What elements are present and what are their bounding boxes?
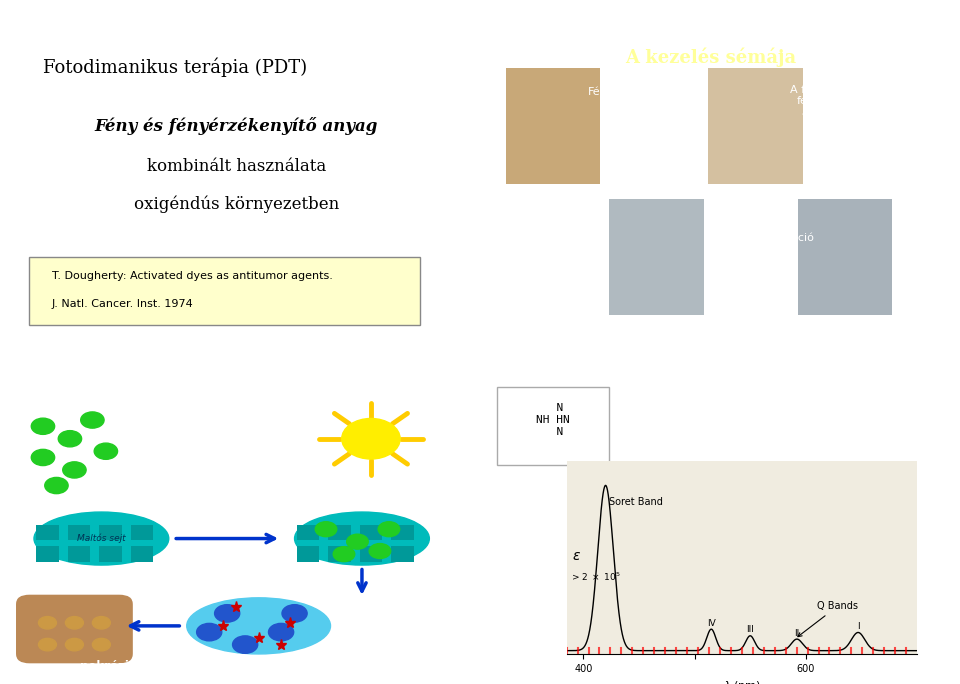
Text: oxigéndús környezetben: oxigéndús környezetben <box>133 195 339 213</box>
Circle shape <box>333 547 355 562</box>
Circle shape <box>370 544 391 559</box>
FancyBboxPatch shape <box>360 547 382 562</box>
FancyBboxPatch shape <box>68 525 90 540</box>
Text: kombinált használata: kombinált használata <box>147 158 325 175</box>
FancyBboxPatch shape <box>36 525 59 540</box>
Circle shape <box>215 605 240 622</box>
Text: szöveti: szöveti <box>139 644 180 657</box>
Text: Soret Band: Soret Band <box>609 497 662 508</box>
Text: IV: IV <box>707 619 715 628</box>
Text: szabad gyökök
és
szingulette oxigén
keletlezése: szabad gyökök és szingulette oxigén kele… <box>425 560 520 605</box>
Text: nekrózis vagy apoptózis: nekrózis vagy apoptózis <box>80 659 240 672</box>
Text: Besugárzás: Besugárzás <box>516 226 581 237</box>
FancyBboxPatch shape <box>99 525 122 540</box>
FancyBboxPatch shape <box>36 547 59 562</box>
Circle shape <box>65 616 84 629</box>
Text: fényérzékenyítő: fényérzékenyítő <box>40 498 135 511</box>
FancyBboxPatch shape <box>798 199 893 315</box>
Text: A fényérzékenyítő
felhalmozódása
a daganatban: A fényérzékenyítő felhalmozódása a dagan… <box>790 83 891 118</box>
FancyBboxPatch shape <box>16 594 132 663</box>
Text: Fényérzékenyítő
alkalmazása: Fényérzékenyítő alkalmazása <box>588 86 680 109</box>
Text: III: III <box>746 625 755 635</box>
Circle shape <box>282 605 307 622</box>
Ellipse shape <box>34 512 169 565</box>
Ellipse shape <box>187 598 330 654</box>
Circle shape <box>378 522 399 537</box>
FancyBboxPatch shape <box>297 525 320 540</box>
Text: II: II <box>794 629 800 637</box>
Text: $> 2\ \times\ 10^{5}$: $> 2\ \times\ 10^{5}$ <box>570 571 621 583</box>
FancyBboxPatch shape <box>328 547 350 562</box>
Text: Szelektív
tumordestrukció: Szelektív tumordestrukció <box>723 221 815 243</box>
Text: aktiválása
fénnyel: aktiválása fénnyel <box>296 486 356 514</box>
Circle shape <box>45 477 68 494</box>
FancyBboxPatch shape <box>297 547 320 562</box>
FancyBboxPatch shape <box>708 68 803 183</box>
Text: Fény és fényérzékenyítő anyag: Fény és fényérzékenyítő anyag <box>94 117 378 135</box>
Text: I: I <box>856 622 859 631</box>
FancyBboxPatch shape <box>68 547 90 562</box>
FancyBboxPatch shape <box>131 525 153 540</box>
Text: A PDT hatásmechanizmusa (2): A PDT hatásmechanizmusa (2) <box>118 380 354 394</box>
FancyBboxPatch shape <box>610 199 704 315</box>
FancyBboxPatch shape <box>391 547 414 562</box>
X-axis label: $\lambda$ (nm): $\lambda$ (nm) <box>723 679 761 684</box>
Text: $\varepsilon$: $\varepsilon$ <box>572 549 581 563</box>
Text: N
NH HN
  N: N NH HN N <box>537 404 570 436</box>
FancyBboxPatch shape <box>360 525 382 540</box>
Text: Porfirinek tipikus abszorpciós
spektruma: Porfirinek tipikus abszorpciós spektruma <box>739 386 960 417</box>
Text: Q Bands: Q Bands <box>798 601 858 637</box>
FancyBboxPatch shape <box>391 525 414 540</box>
Circle shape <box>81 412 104 428</box>
Circle shape <box>32 449 55 466</box>
Circle shape <box>62 462 86 478</box>
FancyBboxPatch shape <box>99 547 122 562</box>
Circle shape <box>347 534 369 549</box>
Text: fényérzékenyítő
bejutása a sejtekbe: fényérzékenyítő bejutása a sejtekbe <box>181 570 291 593</box>
FancyBboxPatch shape <box>131 547 153 562</box>
FancyBboxPatch shape <box>506 68 600 183</box>
Text: J. Natl. Cancer. Inst. 1974: J. Natl. Cancer. Inst. 1974 <box>52 299 194 308</box>
Circle shape <box>38 638 57 651</box>
Ellipse shape <box>295 512 429 565</box>
Circle shape <box>92 616 110 629</box>
Text: Maltós sejt: Maltós sejt <box>77 534 126 543</box>
Text: Fotodimanikus terápia (PDT): Fotodimanikus terápia (PDT) <box>43 57 307 77</box>
Circle shape <box>269 623 294 641</box>
Circle shape <box>315 522 337 537</box>
Text: T. Dougherty: Activated dyes as antitumor agents.: T. Dougherty: Activated dyes as antitumo… <box>52 270 333 280</box>
Circle shape <box>38 616 57 629</box>
FancyBboxPatch shape <box>328 525 350 540</box>
Circle shape <box>197 623 222 641</box>
Circle shape <box>94 443 117 460</box>
Circle shape <box>342 419 400 459</box>
FancyBboxPatch shape <box>30 256 420 326</box>
Text: A kezelés sémája: A kezelés sémája <box>625 48 796 67</box>
Circle shape <box>65 638 84 651</box>
Circle shape <box>32 418 55 434</box>
Circle shape <box>59 431 82 447</box>
Circle shape <box>92 638 110 651</box>
FancyBboxPatch shape <box>497 387 610 465</box>
Circle shape <box>232 636 257 653</box>
